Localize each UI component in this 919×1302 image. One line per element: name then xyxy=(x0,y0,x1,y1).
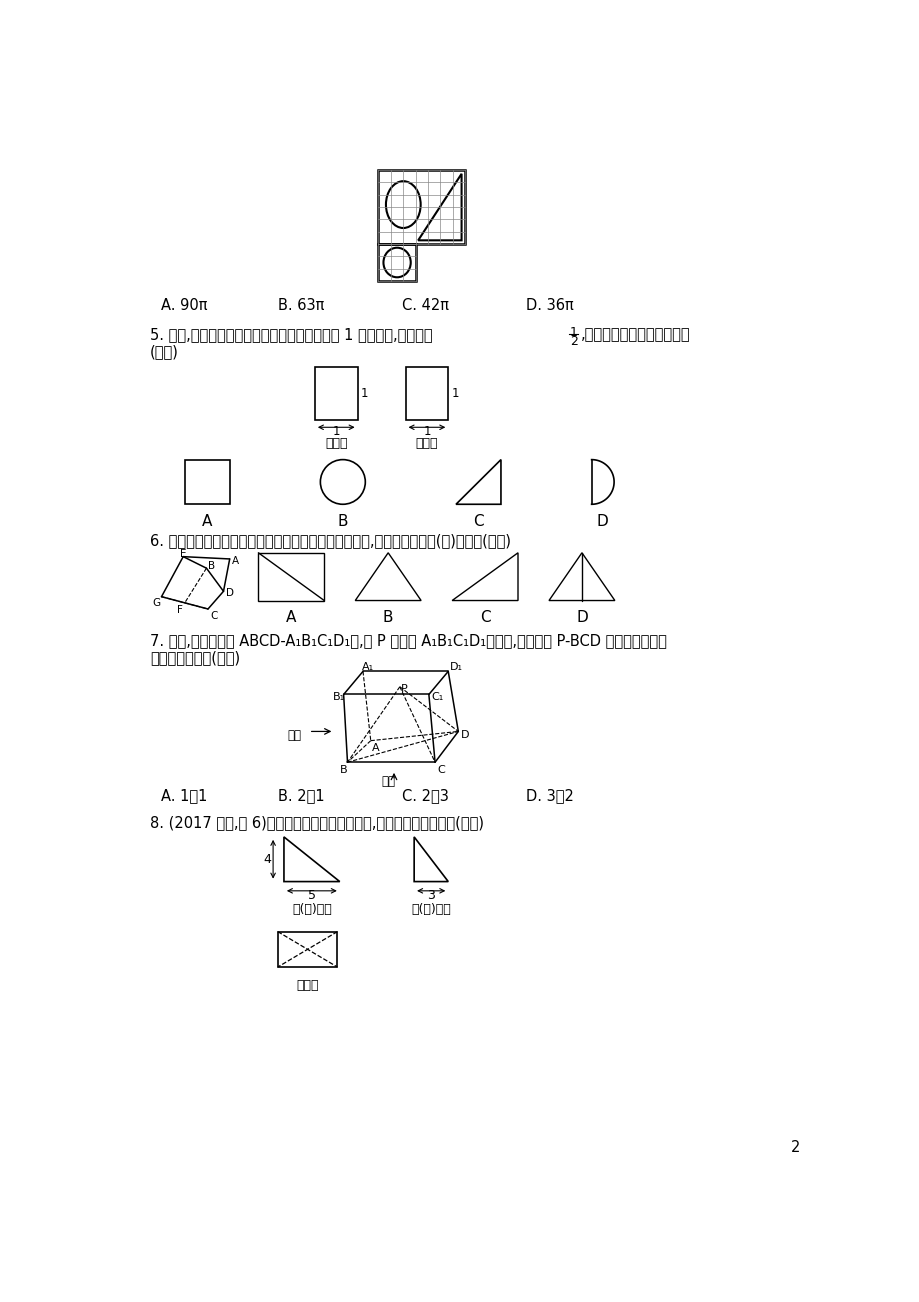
Text: D. 36π: D. 36π xyxy=(525,298,573,312)
Text: A. 1：1: A. 1：1 xyxy=(162,789,208,803)
Text: 2: 2 xyxy=(790,1141,800,1155)
Text: B: B xyxy=(382,609,393,625)
Text: C: C xyxy=(479,609,490,625)
Text: 侧视: 侧视 xyxy=(288,729,301,742)
Text: 正视: 正视 xyxy=(381,775,395,788)
Text: A: A xyxy=(372,743,380,753)
Text: D: D xyxy=(575,609,587,625)
Text: 1: 1 xyxy=(569,327,577,340)
Text: B. 2：1: B. 2：1 xyxy=(278,789,324,803)
Text: E: E xyxy=(180,549,187,559)
Text: C. 42π: C. 42π xyxy=(402,298,448,312)
Text: B: B xyxy=(339,764,347,775)
Text: 8. (2017 北京,文 6)某三棱锥的三视图如图所示,则该三棱锥的体积为(　　): 8. (2017 北京,文 6)某三棱锥的三视图如图所示,则该三棱锥的体积为( … xyxy=(150,815,483,831)
Text: B: B xyxy=(337,513,347,529)
Text: D. 3：2: D. 3：2 xyxy=(525,789,573,803)
Text: A: A xyxy=(232,556,239,566)
Text: 图的面积之比为(　　): 图的面积之比为( ) xyxy=(150,650,240,665)
Text: 4: 4 xyxy=(263,853,270,866)
Text: C: C xyxy=(210,611,218,621)
Text: 1: 1 xyxy=(451,387,459,400)
Text: D₁: D₁ xyxy=(449,663,462,672)
Text: 5. 如图,某几何体的正视图与侧视图都是边长为 1 的正方形,且体积为: 5. 如图,某几何体的正视图与侧视图都是边长为 1 的正方形,且体积为 xyxy=(150,327,432,342)
Text: B: B xyxy=(208,561,215,572)
Text: 俯视图: 俯视图 xyxy=(296,979,319,992)
Text: 7. 如图,在正四棱柱 ABCD-A₁B₁C₁D₁中,点 P 是平面 A₁B₁C₁D₁内一点,则三棱锥 P-BCD 的正视图与侧视: 7. 如图,在正四棱柱 ABCD-A₁B₁C₁D₁中,点 P 是平面 A₁B₁C… xyxy=(150,633,666,648)
Text: C. 2：3: C. 2：3 xyxy=(402,789,448,803)
Text: 3: 3 xyxy=(426,888,435,901)
Text: A: A xyxy=(202,513,212,529)
Text: P: P xyxy=(401,685,408,694)
Text: B₁: B₁ xyxy=(333,693,345,702)
Text: 正视图: 正视图 xyxy=(324,436,347,449)
Text: F: F xyxy=(176,605,183,615)
Text: C₁: C₁ xyxy=(431,693,443,702)
Text: (　　): ( ) xyxy=(150,344,178,359)
Text: C: C xyxy=(437,764,445,775)
Text: 正(主)视图: 正(主)视图 xyxy=(291,904,332,917)
Text: D: D xyxy=(596,513,608,529)
Text: D: D xyxy=(225,589,233,598)
Text: 6. 沿一个正方体三个面的对角线截得的几何体如图所示,则该几何体的侧(左)视图为(　　): 6. 沿一个正方体三个面的对角线截得的几何体如图所示,则该几何体的侧(左)视图为… xyxy=(150,534,510,548)
Text: 1: 1 xyxy=(423,424,430,437)
Text: A₁: A₁ xyxy=(361,663,373,672)
Text: 2: 2 xyxy=(569,335,577,348)
Text: 侧(左)视图: 侧(左)视图 xyxy=(411,904,450,917)
Text: 1: 1 xyxy=(332,424,340,437)
Text: 1: 1 xyxy=(360,387,368,400)
Text: B. 63π: B. 63π xyxy=(278,298,323,312)
Text: D: D xyxy=(460,730,469,740)
Text: A: A xyxy=(286,609,296,625)
Text: C: C xyxy=(472,513,483,529)
Text: ,则该几何体的俧视图可以是: ,则该几何体的俧视图可以是 xyxy=(580,327,689,342)
Text: 5: 5 xyxy=(308,888,315,901)
Text: A. 90π: A. 90π xyxy=(162,298,208,312)
Text: G: G xyxy=(152,598,160,608)
Text: 侧视图: 侧视图 xyxy=(415,436,437,449)
